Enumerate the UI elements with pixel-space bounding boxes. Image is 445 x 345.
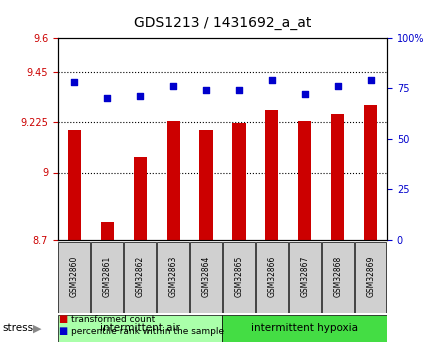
Bar [190,242,222,313]
Point [202,88,210,93]
Bar [289,242,321,313]
Point [334,83,341,89]
Text: percentile rank within the sample: percentile rank within the sample [71,327,224,336]
Bar [134,157,147,240]
Point [268,78,275,83]
Point [301,92,308,97]
Text: ■: ■ [58,326,67,336]
Bar [232,123,246,240]
Bar [58,315,222,342]
Text: GDS1213 / 1431692_a_at: GDS1213 / 1431692_a_at [134,16,311,30]
Bar [331,114,344,240]
Bar [223,242,255,313]
Text: ▶: ▶ [33,324,42,333]
Text: GSM32868: GSM32868 [333,256,342,297]
Text: stress: stress [2,324,33,333]
Bar [68,130,81,240]
Point [170,83,177,89]
Point [71,80,78,85]
Text: intermittent hypoxia: intermittent hypoxia [251,324,358,333]
Text: GSM32864: GSM32864 [202,255,210,297]
Bar [124,242,156,313]
Text: GSM32869: GSM32869 [366,255,375,297]
Bar [166,121,180,240]
Bar [157,242,189,313]
Bar [91,242,123,313]
Text: GSM32865: GSM32865 [235,255,243,297]
Bar [355,242,387,313]
Bar [58,242,90,313]
Text: intermittent air: intermittent air [100,324,180,333]
Point [235,88,243,93]
Bar [364,105,377,240]
Text: GSM32867: GSM32867 [300,255,309,297]
Point [137,94,144,99]
Bar [101,222,114,240]
Text: ■: ■ [58,314,67,324]
Text: GSM32866: GSM32866 [267,255,276,297]
Point [367,78,374,83]
Bar [256,242,288,313]
Text: transformed count: transformed count [71,315,155,324]
Bar [265,110,279,240]
Text: GSM32860: GSM32860 [70,255,79,297]
Bar [322,242,354,313]
Bar [199,130,213,240]
Text: GSM32863: GSM32863 [169,255,178,297]
Bar [222,315,387,342]
Point [104,96,111,101]
Text: GSM32862: GSM32862 [136,256,145,297]
Text: GSM32861: GSM32861 [103,256,112,297]
Bar [298,121,312,240]
